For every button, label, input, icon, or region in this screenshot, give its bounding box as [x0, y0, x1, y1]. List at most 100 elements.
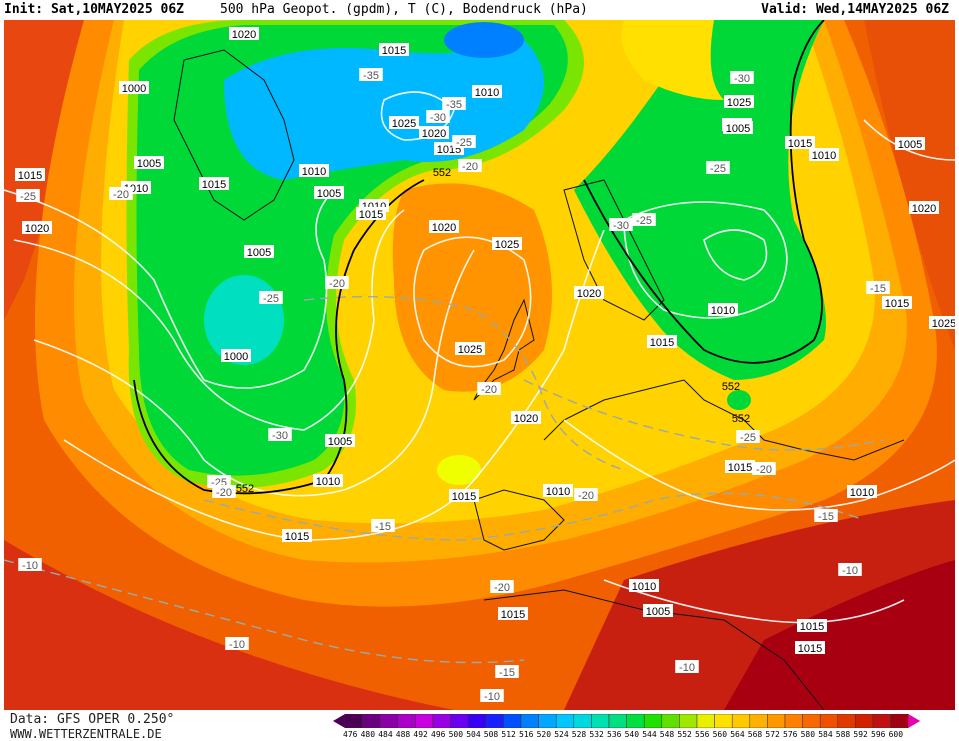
- legend-swatch: [819, 714, 839, 728]
- svg-text:1015: 1015: [885, 298, 909, 310]
- legend-value-label: 476: [343, 730, 358, 739]
- pressure-label: 1010: [313, 474, 343, 488]
- coast-europe: [543, 379, 905, 461]
- legend-value-label: 488: [395, 730, 411, 739]
- svg-text:1000: 1000: [122, 83, 146, 95]
- svg-text:552: 552: [236, 483, 254, 495]
- pressure-label: 1015: [379, 43, 409, 57]
- svg-text:1010: 1010: [850, 487, 874, 499]
- legend-swatch: [344, 714, 363, 728]
- legend-swatch: [573, 714, 592, 728]
- svg-text:-10: -10: [229, 639, 245, 651]
- legend-value-label: 548: [659, 730, 675, 739]
- legend-value-label: 592: [853, 730, 868, 739]
- field-cold-core-center: [444, 22, 524, 58]
- legend-value-label: 588: [835, 730, 851, 739]
- pressure-label: 1005: [895, 137, 925, 151]
- temperature-label: -15: [866, 281, 890, 295]
- pressure-label: 1020: [511, 411, 541, 425]
- svg-text:-20: -20: [113, 189, 129, 201]
- svg-text:-15: -15: [375, 521, 391, 533]
- pressure-label: 1005: [314, 186, 344, 200]
- isobar-1010: [13, 209, 405, 431]
- svg-text:-20: -20: [756, 464, 772, 476]
- legend-swatch: [767, 714, 786, 728]
- legend-swatch: [714, 714, 733, 728]
- legend-value-label: 524: [554, 730, 569, 739]
- legend-swatch: [661, 714, 680, 728]
- svg-text:1010: 1010: [632, 581, 656, 593]
- svg-text:-15: -15: [499, 667, 515, 679]
- chart-footer: Data: GFS OPER 0.250° WWW.WETTERZENTRALE…: [0, 710, 959, 741]
- legend-swatch: [731, 714, 751, 728]
- temperature-label: -10: [838, 563, 862, 577]
- svg-text:1015: 1015: [382, 45, 406, 57]
- pressure-label: 1025: [389, 116, 419, 130]
- contour-552-east: [583, 20, 825, 364]
- field-band-south-east-deep: [724, 560, 955, 710]
- pressure-label: 1015: [356, 207, 386, 221]
- temperature-label: -15: [814, 509, 838, 523]
- pressure-label: 1020: [22, 221, 52, 235]
- temperature-label: -35: [359, 68, 383, 82]
- coastlines: [173, 49, 905, 710]
- legend-value-label: 532: [589, 730, 604, 739]
- svg-text:-15: -15: [818, 511, 834, 523]
- pressure-label: 1020: [574, 286, 604, 300]
- temperature-label: -20: [458, 159, 482, 173]
- svg-text:1005: 1005: [247, 247, 271, 259]
- temperature-label: -20: [212, 485, 236, 499]
- pressure-label: 1010: [629, 579, 659, 593]
- svg-text:1015: 1015: [501, 609, 525, 621]
- legend-swatch: [362, 714, 381, 728]
- svg-text:1025: 1025: [392, 118, 416, 130]
- temperature-label: -10: [675, 660, 699, 674]
- svg-text:1010: 1010: [316, 476, 340, 488]
- legend-swatch: [555, 714, 575, 728]
- legend-arrow-left: [333, 714, 345, 728]
- legend-swatch: [837, 714, 856, 728]
- svg-text:-20: -20: [481, 384, 497, 396]
- legend-swatch: [749, 714, 768, 728]
- coast-british-isles: [473, 298, 535, 401]
- svg-text:1020: 1020: [432, 222, 456, 234]
- legend-value-label: 500: [448, 730, 464, 739]
- legend-value-label: 516: [519, 730, 534, 739]
- svg-text:1005: 1005: [328, 436, 352, 448]
- legend-value-label: 512: [501, 730, 516, 739]
- svg-text:-30: -30: [272, 430, 288, 442]
- pressure-label: 1010: [809, 148, 839, 162]
- legend-arrow-right: [908, 714, 921, 728]
- legend-value-label: 552: [677, 730, 692, 739]
- height-label: 552: [722, 381, 740, 393]
- temperature-label: -35: [442, 97, 466, 111]
- svg-text:1020: 1020: [514, 413, 538, 425]
- legend-value-label: 560: [712, 730, 728, 739]
- height-label: 552: [433, 167, 451, 179]
- website-link[interactable]: WWW.WETTERZENTRALE.DE: [10, 727, 162, 741]
- svg-text:1015: 1015: [798, 643, 822, 655]
- pressure-label: 1015: [882, 296, 912, 310]
- svg-text:1005: 1005: [726, 123, 750, 135]
- svg-text:1015: 1015: [18, 170, 42, 182]
- temperature-label: -10: [225, 637, 249, 651]
- legend-swatch: [696, 714, 715, 728]
- legend-value-label: 596: [871, 730, 886, 739]
- field-trough-east: [574, 20, 826, 380]
- temperature-label: -20: [490, 580, 514, 594]
- legend-swatch: [872, 714, 891, 728]
- svg-text:1010: 1010: [546, 486, 570, 498]
- svg-text:1015: 1015: [359, 209, 383, 221]
- field-band-south-west: [4, 540, 454, 710]
- isotherm-minus-15: [203, 492, 865, 541]
- legend-value-label: 536: [607, 730, 622, 739]
- svg-text:1005: 1005: [137, 158, 161, 170]
- isotherm-minus-20: [303, 295, 625, 471]
- legend-swatch: [538, 714, 557, 728]
- svg-text:-10: -10: [22, 560, 38, 572]
- svg-text:1015: 1015: [788, 138, 812, 150]
- svg-text:1015: 1015: [728, 462, 752, 474]
- svg-text:1020: 1020: [422, 128, 446, 140]
- init-time: Init: Sat,10MAY2025 06Z: [4, 2, 185, 17]
- svg-text:1005: 1005: [317, 188, 341, 200]
